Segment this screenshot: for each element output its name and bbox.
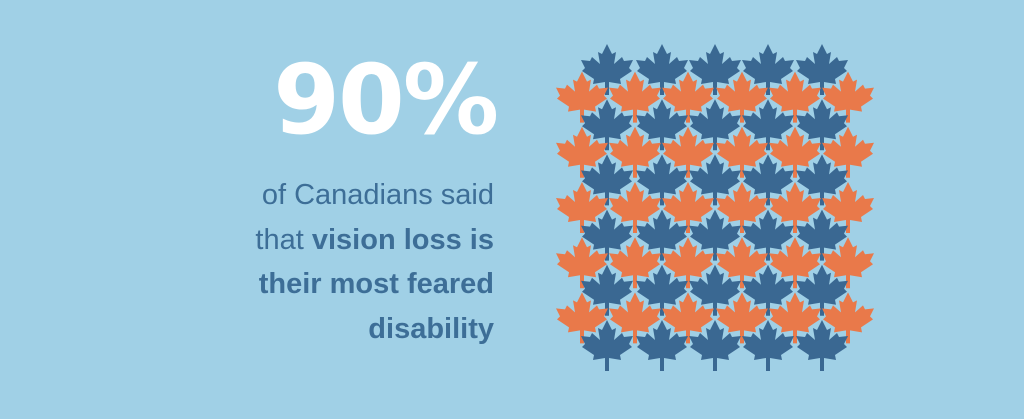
maple-leaf-icon bbox=[796, 44, 848, 95]
caption-line-3: their most feared bbox=[258, 268, 494, 300]
caption-line-4: disability bbox=[368, 312, 494, 345]
caption-line-2-bold: vision loss is bbox=[311, 223, 494, 256]
caption-text: of Canadians said that vision loss is th… bbox=[174, 173, 494, 351]
caption-line-1: of Canadians said bbox=[261, 179, 494, 211]
maple-leaf-icon bbox=[742, 44, 794, 95]
maple-leaf-icon bbox=[689, 44, 741, 95]
caption-line-2: that vision loss is bbox=[174, 218, 494, 263]
headline-percentage: 90% bbox=[273, 44, 499, 156]
maple-leaf-grid bbox=[556, 44, 874, 371]
caption-line-2-prefix: that bbox=[255, 223, 312, 256]
maple-leaf-icon bbox=[636, 44, 688, 95]
